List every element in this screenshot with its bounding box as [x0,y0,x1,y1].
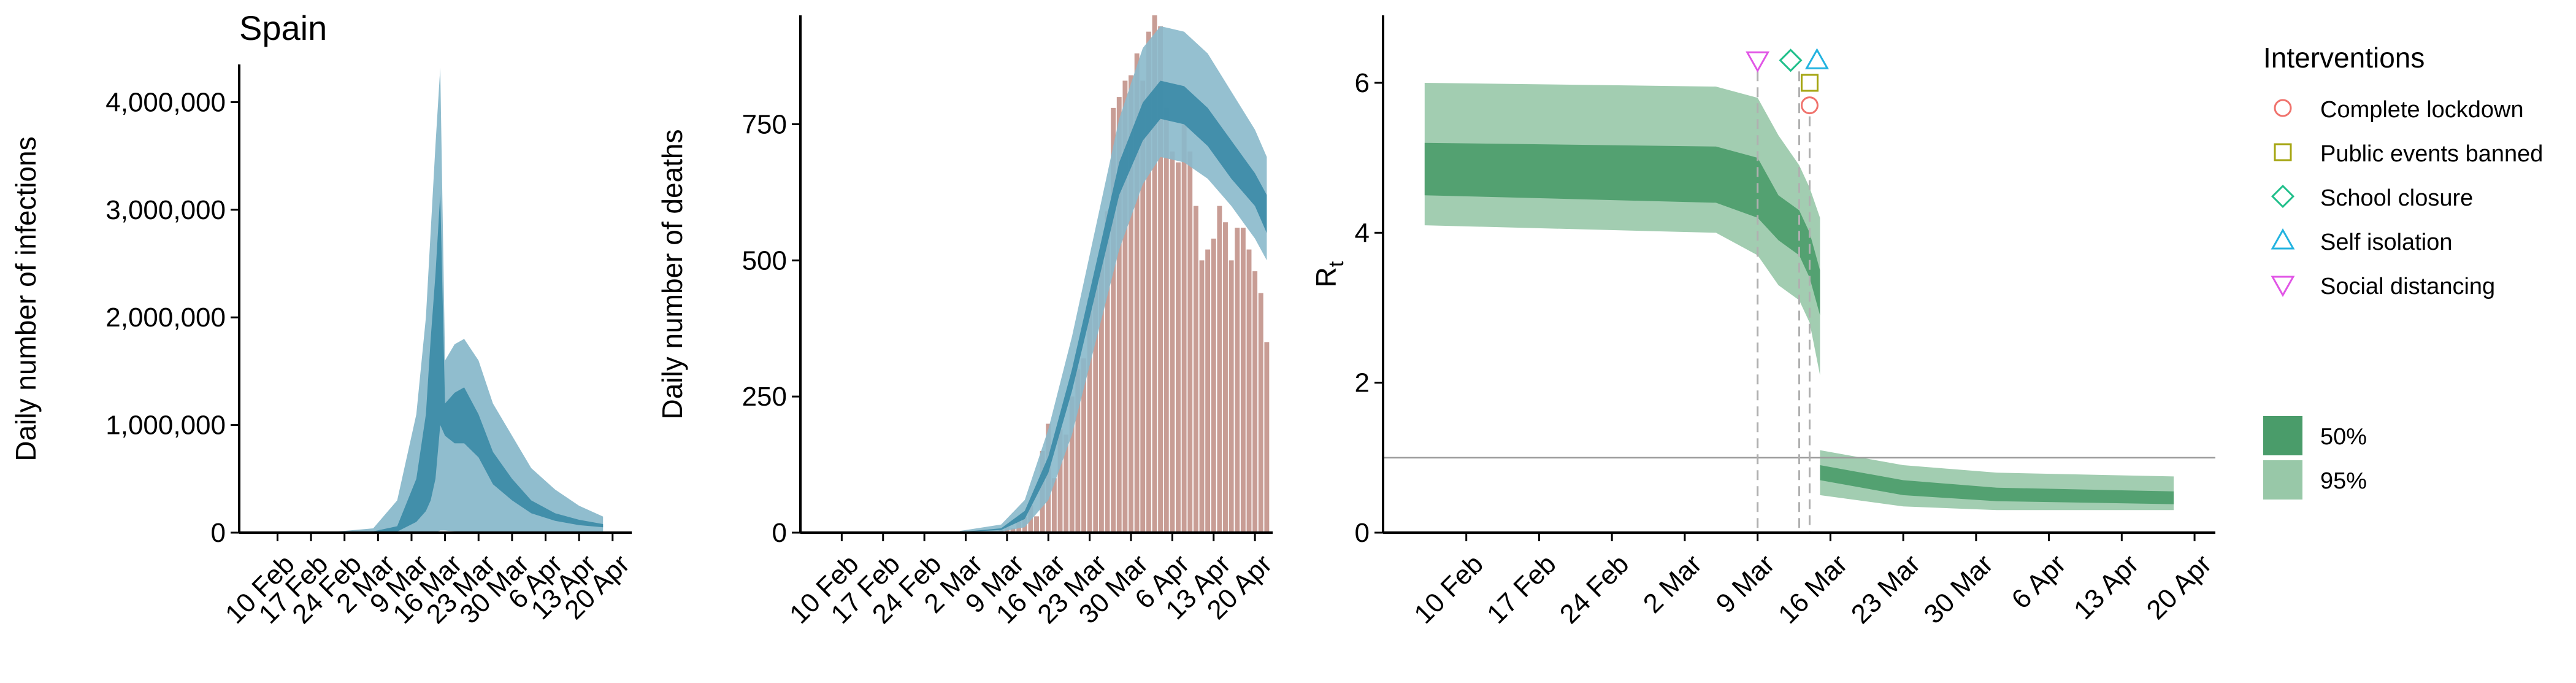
legend-label: School closure [2320,185,2473,211]
y-tick-label: 6 [1355,68,1370,98]
legend-band-label: 95% [2320,468,2367,494]
legend-marker [2271,276,2295,297]
death-bar [1075,369,1081,533]
death-bar [1116,97,1122,533]
x-tick-label: 17 Feb [1481,549,1562,630]
death-bar [1240,228,1246,533]
y-tick-label: 500 [742,245,787,276]
death-bar [1158,26,1163,533]
y-tick-label: 750 [742,109,787,139]
y-tick-label: 1,000,000 [105,411,226,441]
death-bar [1193,206,1198,533]
y-tick-label: 4,000,000 [105,87,226,117]
y-tick-label: 0 [1355,518,1370,548]
legend-title: Interventions [2263,42,2425,74]
x-tick-label: 2 Mar [1638,549,1708,619]
x-tick-label: 9 Mar [1711,549,1781,619]
x-tick-label: 20 Apr [2141,549,2218,625]
legend-label: Public events banned [2320,141,2543,167]
death-bar [1140,80,1146,533]
death-bar [1235,228,1240,533]
intervention-marker [1779,48,1803,72]
legend-marker [2271,228,2295,250]
intervention-marker [1800,96,1819,115]
death-bar [1051,478,1057,533]
death-bar [1181,124,1187,533]
death-bar [1034,516,1039,533]
death-bar [1252,271,1258,533]
death-bar [1152,15,1157,533]
death-bar [1105,211,1110,533]
legend-marker [2274,143,2292,161]
legend-label: Social distancing [2320,274,2495,299]
legend-band-swatch [2263,416,2302,455]
death-bar [1129,75,1133,533]
death-bar [1229,260,1234,533]
chart-title: Spain [239,9,327,47]
death-bar [1258,293,1263,533]
intervention-marker [1804,48,1829,69]
y-axis-label-subscript: t [1325,261,1348,267]
death-bar [1064,434,1069,533]
x-tick-label: 16 Mar [1773,549,1853,629]
death-bar [1264,342,1270,533]
death-bar [1069,396,1075,533]
death-bar [1087,298,1092,533]
infections-band-50 [253,193,604,533]
y-tick-label: 0 [211,518,226,548]
deaths-band-95 [959,26,1267,533]
death-bar [1146,31,1151,533]
death-bar [1205,249,1211,533]
death-bar [1176,162,1181,533]
death-bar [1111,107,1116,533]
x-tick-label: 6 Apr [2006,549,2071,614]
legend-marker [2274,99,2292,117]
death-bar [1134,53,1140,533]
death-bar [1199,260,1205,533]
legend-band-swatch [2263,460,2302,500]
x-tick-label: 10 Feb [1408,549,1489,630]
y-axis-label: Rt [1310,261,1348,287]
infections-chart: 01,000,0002,000,0003,000,0004,000,00010 … [10,64,635,630]
x-tick-label: 30 Mar [1919,549,1999,629]
legend-label: Self isolation [2320,230,2452,255]
death-bar [1163,107,1169,533]
intervention-marker [1746,51,1770,73]
x-tick-label: 23 Mar [1846,549,1926,629]
death-bar [1057,429,1063,533]
death-bar [1010,528,1016,533]
death-bar [1211,238,1216,533]
death-bar [1081,358,1086,533]
y-tick-label: 3,000,000 [105,195,226,225]
legend-band-label: 50% [2320,424,2367,450]
legend-label: Complete lockdown [2320,97,2524,123]
y-axis-label: Daily number of infections [10,136,42,461]
death-bar [1122,80,1128,533]
death-bar [1098,255,1104,533]
death-bar [1217,206,1222,533]
death-bar [1187,151,1193,533]
y-axis-label: Daily number of deaths [656,129,688,419]
death-bar [1093,276,1098,533]
legend: Interventions Complete lockdown Public ev… [2263,42,2543,500]
death-bar [1170,151,1175,533]
legend-marker [2271,184,2295,209]
y-tick-label: 2,000,000 [105,303,226,333]
y-tick-label: 250 [742,382,787,412]
death-bar [1246,249,1252,533]
death-bar [1223,222,1228,533]
x-tick-label: 13 Apr [2068,549,2145,625]
intervention-marker [1800,74,1819,92]
x-tick-label: 24 Feb [1554,549,1635,630]
y-tick-label: 0 [772,518,787,548]
infections-band-95 [253,68,604,533]
y-tick-label: 4 [1355,218,1370,248]
y-tick-label: 2 [1355,368,1370,398]
